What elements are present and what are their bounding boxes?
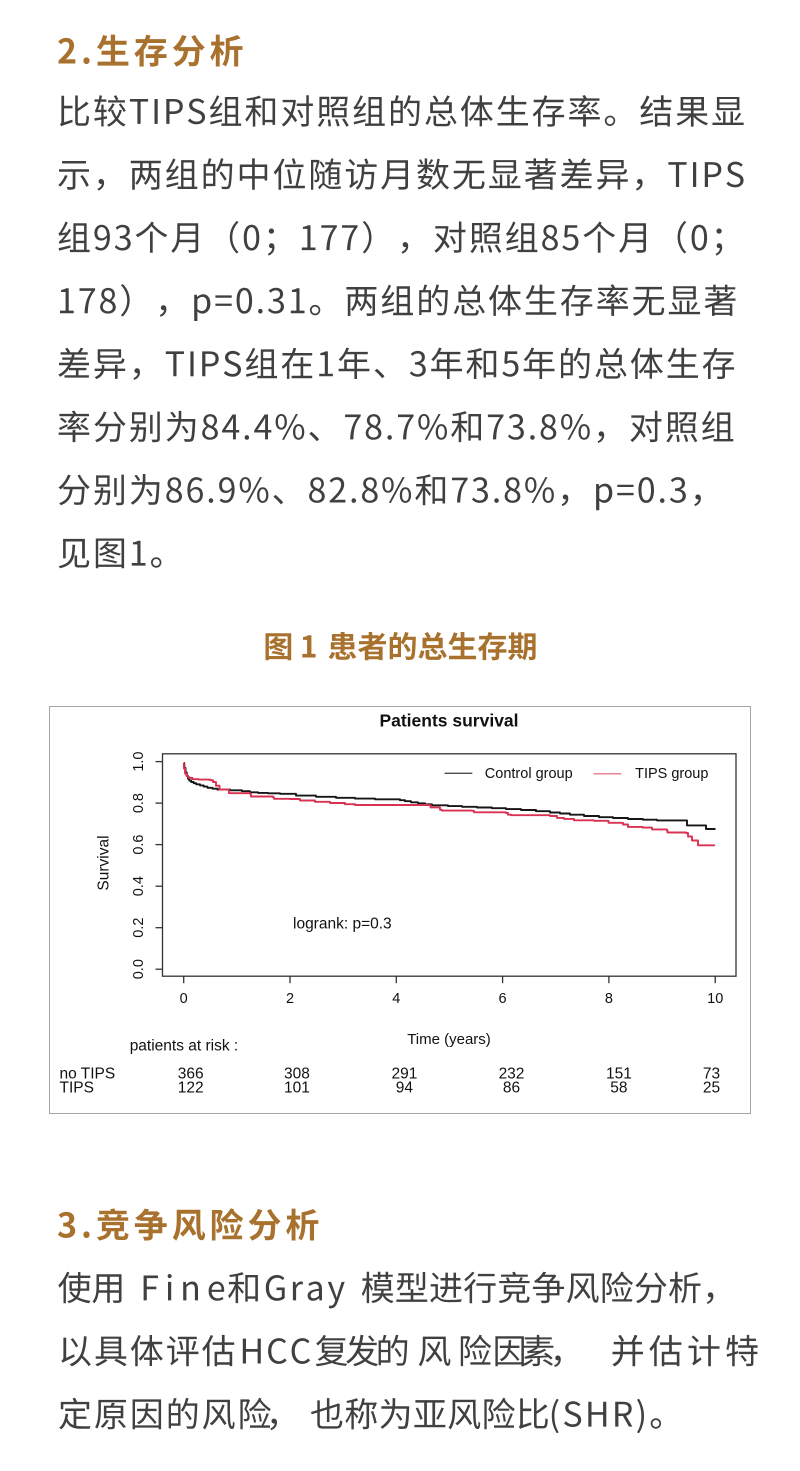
svg-text:0.2: 0.2 bbox=[131, 918, 147, 938]
svg-text:1.0: 1.0 bbox=[131, 752, 147, 772]
svg-text:25: 25 bbox=[703, 1080, 720, 1097]
svg-text:0.4: 0.4 bbox=[131, 876, 147, 896]
svg-text:101: 101 bbox=[284, 1080, 310, 1097]
svg-text:Time (years): Time (years) bbox=[407, 1031, 491, 1048]
svg-text:10: 10 bbox=[707, 991, 723, 1007]
svg-text:291: 291 bbox=[391, 1066, 417, 1083]
svg-text:TIPS: TIPS bbox=[60, 1080, 94, 1097]
svg-text:58: 58 bbox=[610, 1080, 627, 1097]
svg-text:122: 122 bbox=[178, 1080, 204, 1097]
svg-text:2: 2 bbox=[286, 991, 294, 1007]
svg-text:73: 73 bbox=[703, 1066, 720, 1083]
svg-text:Survival: Survival bbox=[96, 835, 113, 890]
svg-text:Control group: Control group bbox=[485, 766, 573, 782]
svg-text:no TIPS: no TIPS bbox=[60, 1066, 116, 1083]
svg-text:patients at risk :: patients at risk : bbox=[130, 1038, 239, 1055]
svg-text:0.0: 0.0 bbox=[131, 959, 147, 979]
svg-text:308: 308 bbox=[284, 1066, 310, 1083]
svg-text:94: 94 bbox=[396, 1080, 414, 1097]
svg-text:logrank: p=0.3: logrank: p=0.3 bbox=[293, 916, 392, 933]
svg-text:TIPS group: TIPS group bbox=[635, 766, 708, 782]
svg-text:0: 0 bbox=[180, 991, 188, 1007]
svg-text:366: 366 bbox=[178, 1066, 204, 1083]
svg-text:86: 86 bbox=[503, 1080, 520, 1097]
svg-text:0.8: 0.8 bbox=[131, 793, 147, 813]
svg-text:0.6: 0.6 bbox=[131, 835, 147, 855]
svg-text:8: 8 bbox=[605, 991, 613, 1007]
svg-text:Patients survival: Patients survival bbox=[379, 711, 518, 731]
svg-text:151: 151 bbox=[606, 1066, 632, 1083]
svg-text:6: 6 bbox=[499, 991, 507, 1007]
svg-text:232: 232 bbox=[499, 1066, 525, 1083]
svg-text:4: 4 bbox=[392, 991, 400, 1007]
